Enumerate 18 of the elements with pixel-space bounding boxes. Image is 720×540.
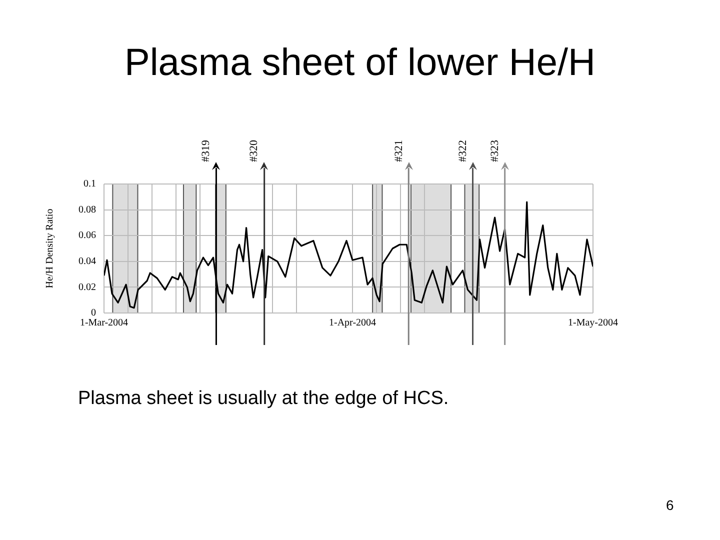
ref-line-label: #323 [488,139,502,162]
text: 6 [666,497,674,513]
x-tick-label: 1-Apr-2004 [329,318,376,329]
y-tick-label: 0 [91,308,96,319]
ref-line-label: #321 [392,139,406,162]
y-tick-label: 0.08 [78,204,96,216]
y-tick-label: 0.02 [78,282,96,293]
y-tick-label: 0.1 [84,178,96,190]
y-axis-title: He/H Density Ratio [44,208,56,288]
y-tick-label: 0.04 [78,256,96,268]
chart-title: Plasma sheet of lower He/H [124,42,596,85]
ref-line-label: #319 [200,139,214,162]
x-tick-label: 1-Mar-2004 [80,318,128,329]
x-tick-label: 1-May-2004 [568,318,618,329]
y-tick-label: 0.06 [78,230,96,242]
ref-line-label: #320 [248,139,262,162]
text: Plasma sheet is usually at the edge of HCS. [78,388,449,410]
ref-line-label: #322 [456,139,470,162]
